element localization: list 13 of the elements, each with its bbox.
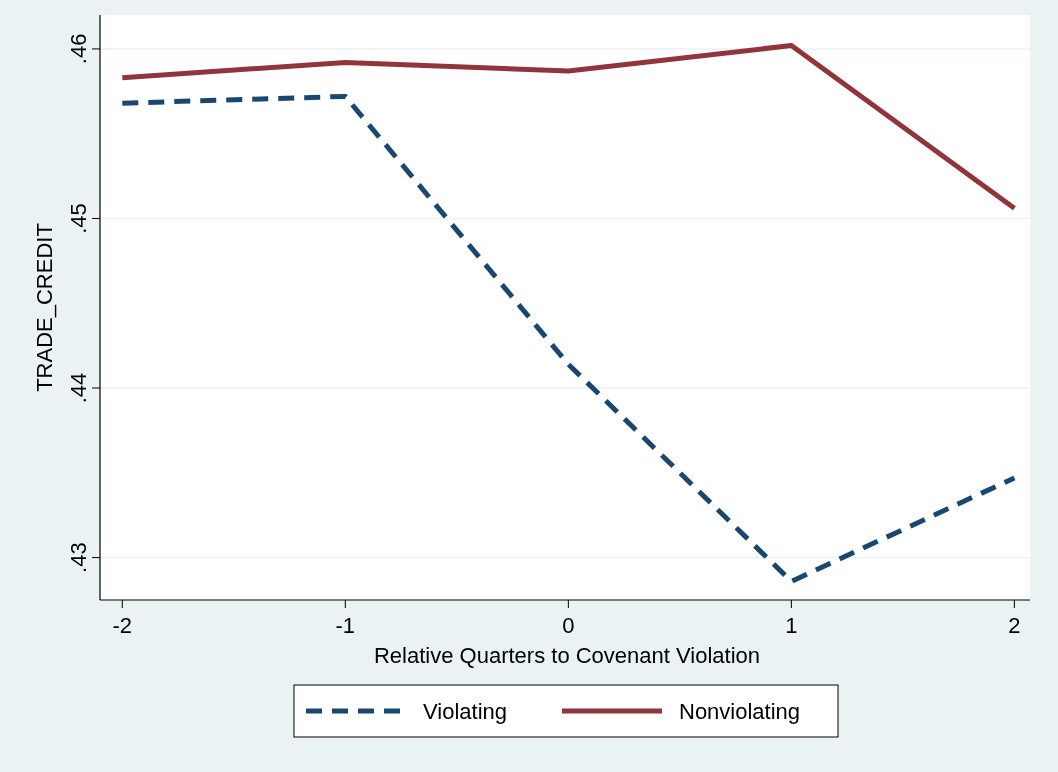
y-axis-title: TRADE_CREDIT: [32, 223, 57, 392]
x-tick-label: 1: [785, 613, 798, 638]
y-tick-label: .43: [66, 542, 91, 573]
x-tick-label: -1: [335, 613, 356, 638]
x-tick-label: -2: [112, 613, 133, 638]
x-axis-title: Relative Quarters to Covenant Violation: [373, 643, 761, 668]
x-tick-label: 0: [562, 613, 575, 638]
y-tick-label: .45: [66, 203, 91, 234]
legend-label: Violating: [423, 699, 507, 724]
y-tick-label: .44: [66, 372, 91, 404]
y-tick-label: .46: [66, 33, 91, 65]
legend-label: Nonviolating: [679, 699, 801, 724]
x-tick-label: 2: [1008, 613, 1021, 638]
